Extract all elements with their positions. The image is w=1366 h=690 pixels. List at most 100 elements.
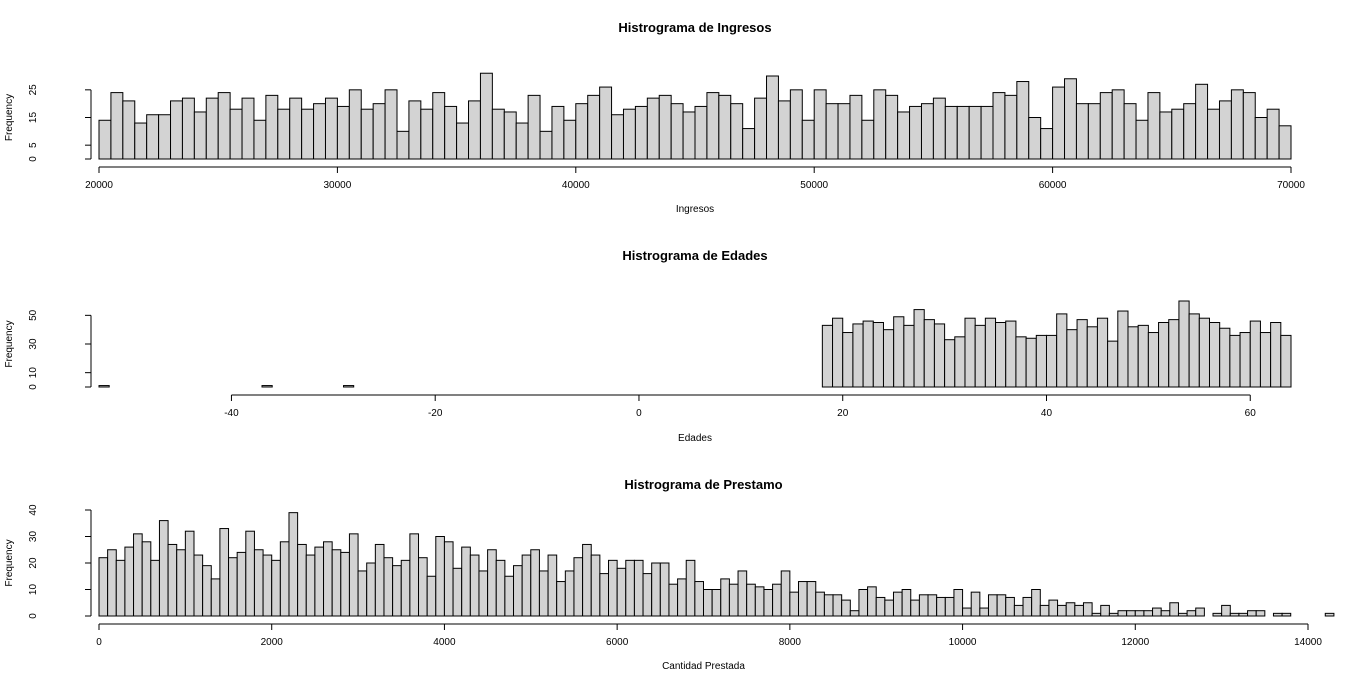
y-tick-label: 10 <box>28 584 39 596</box>
x-tick-label: 8000 <box>779 637 802 648</box>
y-axis-label: Frequency <box>4 94 15 141</box>
histogram-bar <box>1099 92 1113 160</box>
histogram-bar <box>903 324 915 388</box>
histogram-bar <box>314 546 325 617</box>
histogram-bar <box>682 111 696 160</box>
histogram-bar <box>995 322 1007 388</box>
histogram-bar <box>625 559 635 617</box>
histogram-bar <box>849 94 863 160</box>
histogram-bar <box>158 114 172 160</box>
histogram-bar <box>563 119 577 160</box>
histogram-bar <box>694 581 704 617</box>
histogram-bar <box>616 567 627 617</box>
histogram-bar <box>608 559 618 617</box>
x-tick-label: 20 <box>837 408 849 419</box>
histogram-bar <box>892 591 903 617</box>
chart-title: Histrograma de Prestamo <box>624 477 782 492</box>
histogram-bar <box>962 607 972 617</box>
histogram-bar <box>469 554 480 617</box>
histogram-bar <box>1065 602 1076 617</box>
histogram-bar <box>444 105 458 160</box>
x-tick-label: 20000 <box>85 180 113 191</box>
histogram-bar <box>841 599 851 617</box>
histogram-bar <box>763 589 774 617</box>
histogram-bar <box>432 92 446 160</box>
histogram-bar <box>1186 610 1197 617</box>
histogram-bar <box>936 596 946 617</box>
histogram-bar <box>331 549 342 617</box>
y-tick-label: 50 <box>28 309 39 321</box>
histogram-bar <box>953 589 964 617</box>
histogram-bar <box>348 533 359 617</box>
histogram-bar <box>875 596 886 617</box>
histogram-bar <box>1137 324 1149 388</box>
histogram-bar <box>1028 117 1042 160</box>
y-tick-label: 15 <box>28 112 39 124</box>
histogram-bar <box>461 546 471 617</box>
histogram-bar <box>1108 612 1119 617</box>
histogram-bar <box>538 570 549 617</box>
histogram-bar <box>1076 319 1088 388</box>
x-tick-label: -40 <box>224 408 239 419</box>
histogram-bar <box>556 581 566 617</box>
histogram-bar <box>1152 607 1162 617</box>
histogram-bar <box>918 594 929 617</box>
histogram-bar <box>873 89 887 160</box>
histogram-bar <box>634 105 648 160</box>
histogram-bar <box>217 92 231 160</box>
histogram-bar <box>418 557 428 617</box>
histogram-bar <box>1171 108 1185 160</box>
histogram-bar <box>742 128 756 160</box>
y-tick-label: 0 <box>28 156 39 162</box>
histogram-bar <box>210 578 221 617</box>
histogram-bar <box>920 103 934 160</box>
histogram-bar <box>468 100 481 160</box>
histogram-bar <box>970 591 981 617</box>
histogram-bar <box>110 92 124 160</box>
histogram-bar <box>479 72 493 160</box>
histogram-bar <box>1075 103 1089 160</box>
histogram-bar <box>590 554 601 617</box>
histogram-bar <box>867 586 877 617</box>
histogram-bar <box>1207 108 1220 160</box>
histogram-bar <box>400 559 411 617</box>
histogram-bar <box>703 589 713 617</box>
histogram-bar <box>573 557 584 617</box>
histogram-bar <box>1169 602 1179 617</box>
histogram-bar <box>176 549 186 617</box>
histogram-bar <box>374 543 385 617</box>
x-tick-label: 40000 <box>562 180 590 191</box>
histogram-bar <box>1160 610 1171 617</box>
histogram-bar <box>1229 612 1240 617</box>
histogram-bar <box>1208 322 1221 388</box>
histogram-bar <box>1158 322 1170 388</box>
histogram-bar <box>806 581 817 617</box>
histogram-bar <box>1005 596 1015 617</box>
histogram-bar <box>1219 327 1231 388</box>
histogram-bar <box>340 551 350 617</box>
x-tick-label: 0 <box>636 408 642 419</box>
y-tick-label: 25 <box>28 84 39 96</box>
x-tick-label: 10000 <box>949 637 977 648</box>
histogram-bar <box>98 385 110 388</box>
histogram-bar <box>901 589 912 617</box>
histogram-bar <box>487 549 497 617</box>
histogram-bar <box>1035 334 1047 388</box>
histogram-bar <box>633 559 644 617</box>
histogram-bar <box>582 543 592 617</box>
histogram-bar <box>262 554 273 617</box>
histogram-bar <box>1198 317 1210 388</box>
histogram-bar <box>1107 340 1119 388</box>
histogram-bar <box>954 336 966 388</box>
histogram-bar <box>134 122 148 160</box>
histogram-bar <box>1135 119 1149 160</box>
histogram-bar <box>718 94 732 160</box>
histogram-bar <box>495 559 506 617</box>
histogram-bar <box>651 562 661 617</box>
x-tick-label: 12000 <box>1121 637 1149 648</box>
histogram-bar <box>1052 86 1066 160</box>
histogram-bar <box>336 105 350 160</box>
histogram-bar <box>1195 83 1209 160</box>
x-tick-label: 70000 <box>1277 180 1305 191</box>
